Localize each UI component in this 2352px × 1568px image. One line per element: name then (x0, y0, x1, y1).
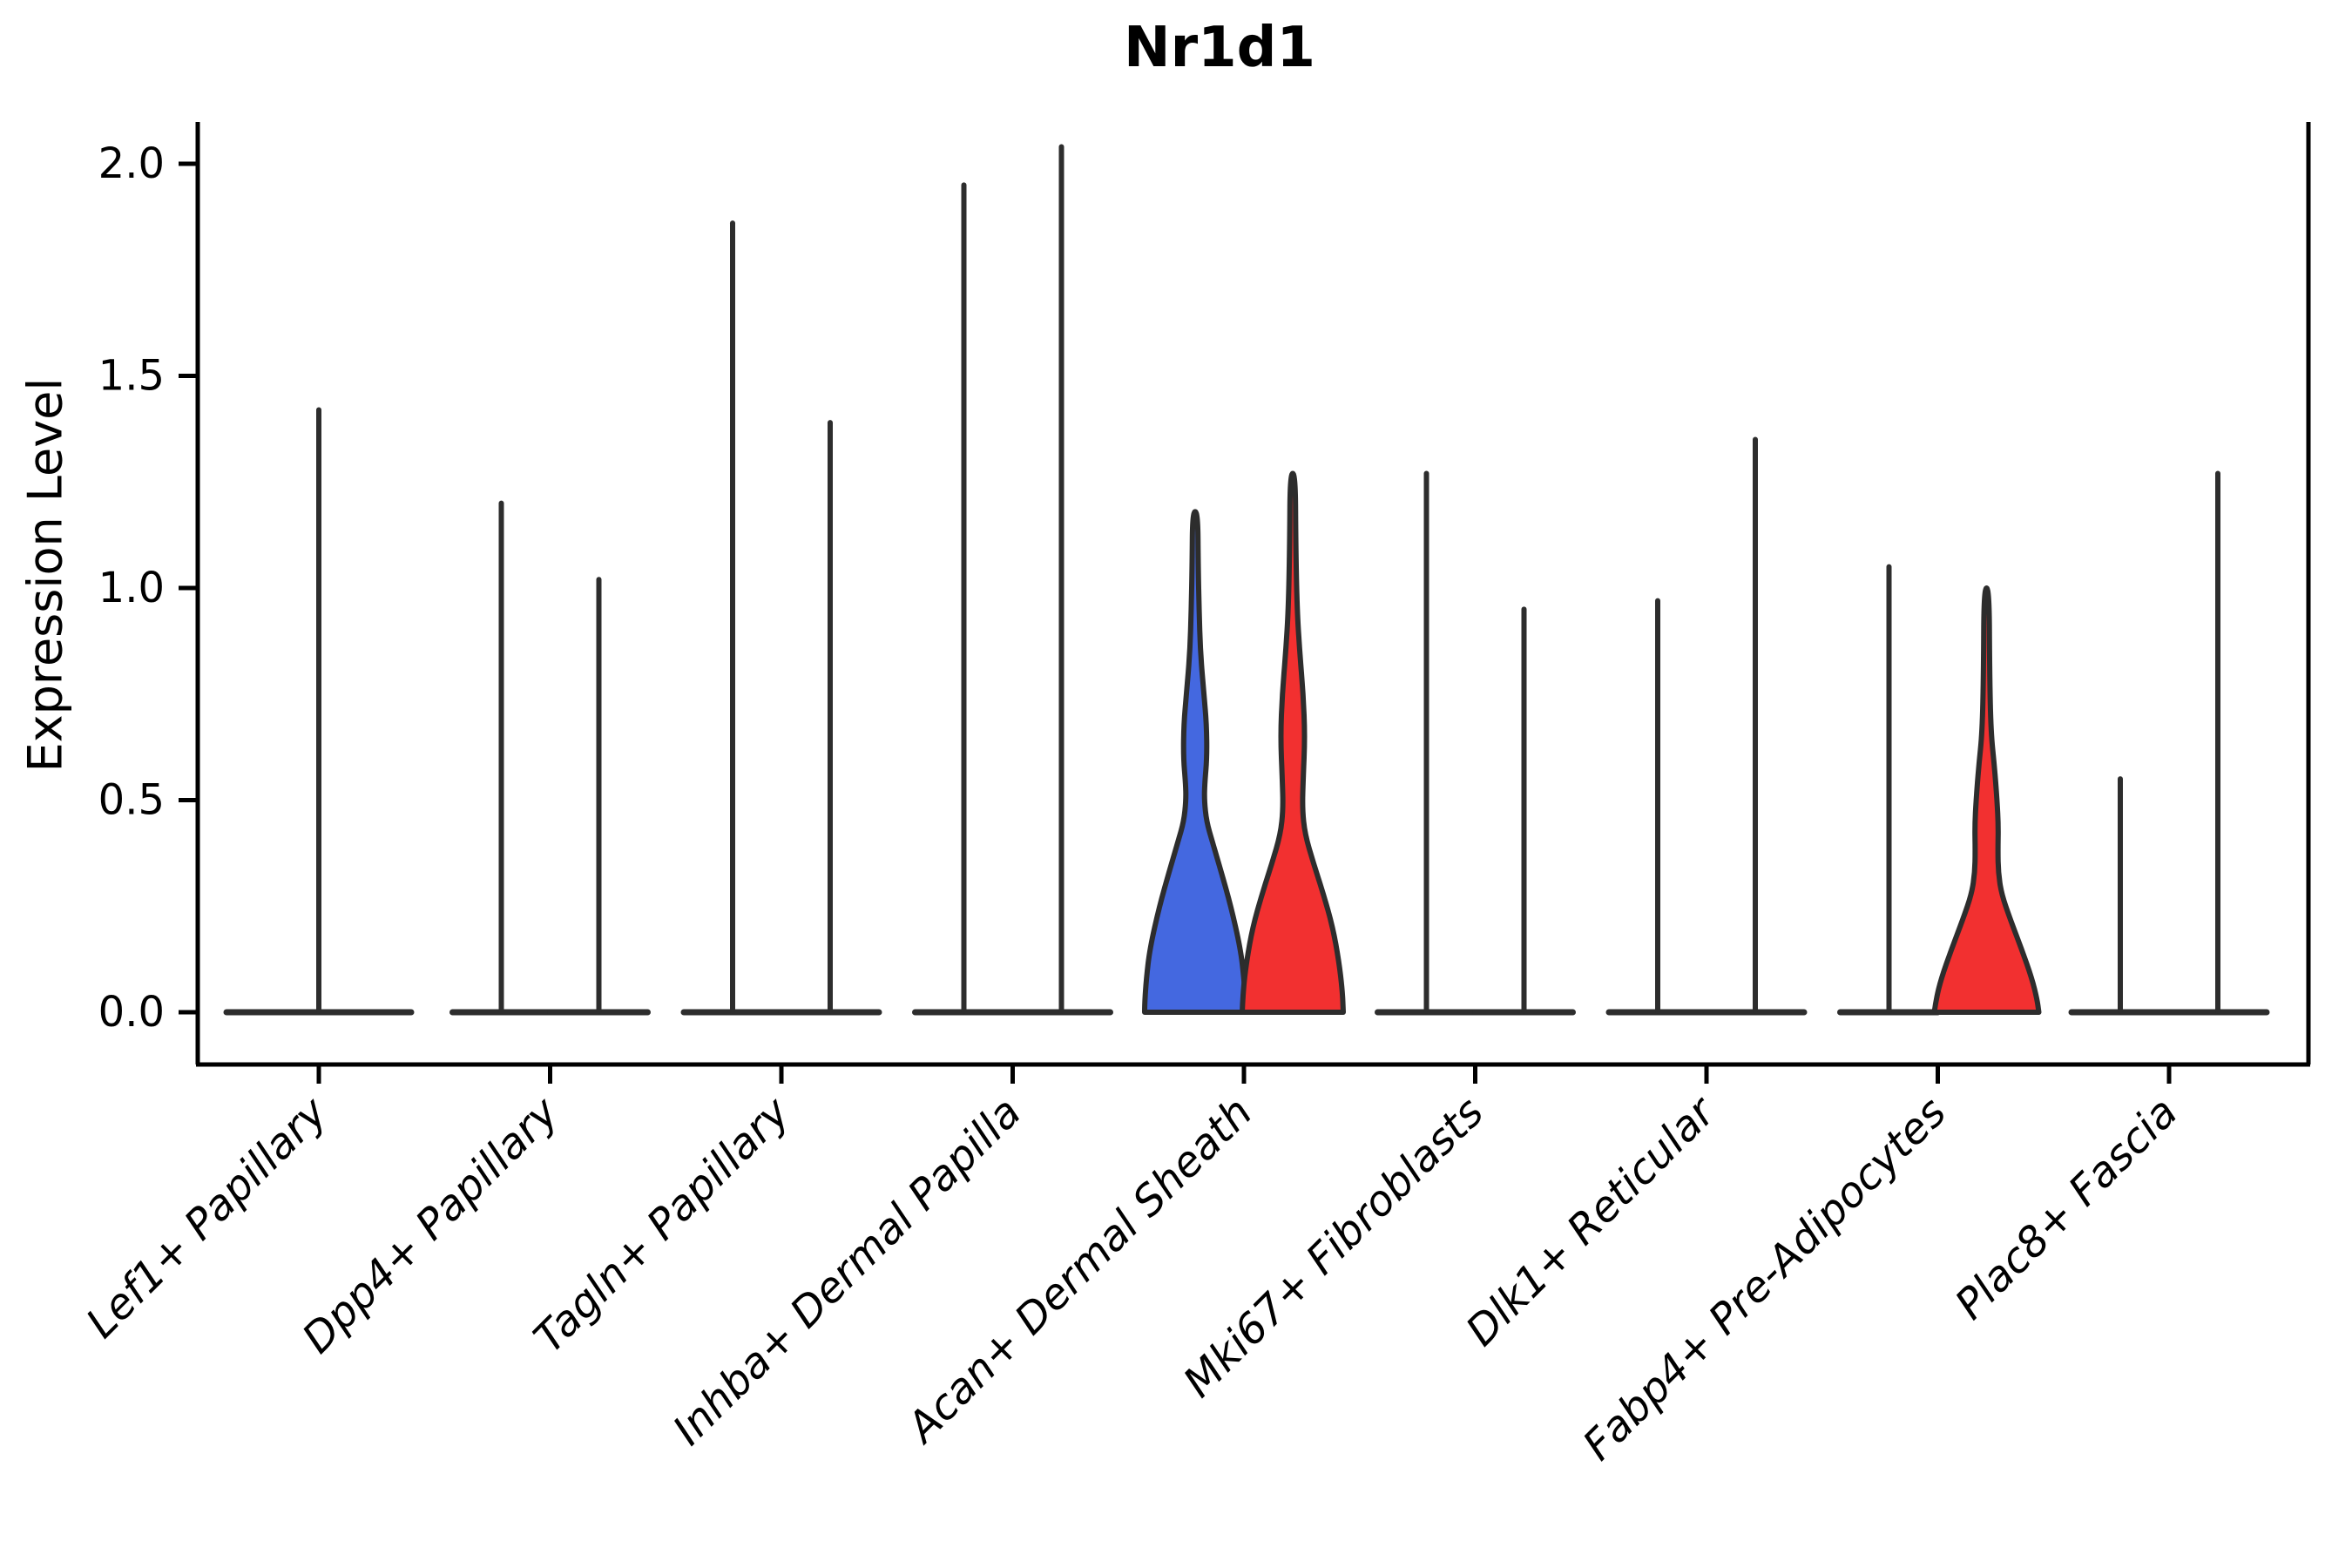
y-axis-label: Expression Level (17, 377, 73, 773)
violin-filled (1931, 585, 2042, 1015)
x-tick-label: Plac8+ Fascia (1946, 1088, 2187, 1329)
y-tick-label: 0.5 (98, 776, 165, 825)
plot-title: Nr1d1 (1124, 16, 1315, 80)
y-tick-label: 1.0 (98, 564, 165, 612)
x-tick-label: Lef1+ Papillary (77, 1087, 337, 1348)
y-tick-label: 1.5 (98, 352, 165, 401)
x-tick-label: Tagln+ Papillary (524, 1087, 800, 1362)
x-tick-label: Dlk1+ Reticular (1456, 1086, 1727, 1356)
violin-filled (1142, 509, 1248, 1015)
x-tick-label: Fabp4+ Pre-Adipocytes (1573, 1088, 1956, 1470)
y-tick-label: 0.0 (98, 988, 165, 1037)
violin-filled (1240, 470, 1346, 1015)
y-tick-label: 2.0 (98, 139, 165, 188)
x-tick-label: Dpp4+ Papillary (293, 1087, 568, 1362)
